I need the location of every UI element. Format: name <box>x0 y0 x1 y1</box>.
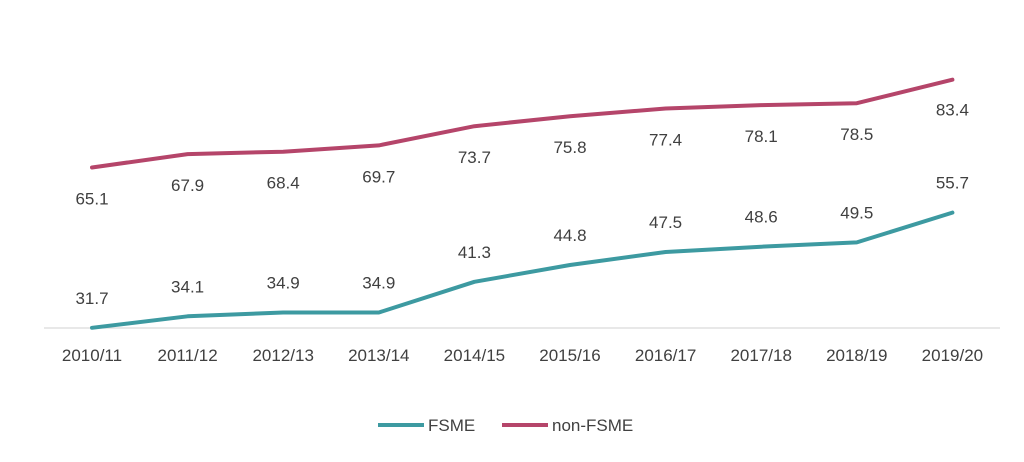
data-label-non-fsme: 67.9 <box>171 176 204 195</box>
series-layer <box>90 77 955 330</box>
data-label-non-fsme: 69.7 <box>362 167 395 186</box>
data-label-fsme: 34.9 <box>362 274 395 293</box>
x-tick-label: 2012/13 <box>252 346 313 365</box>
data-label-fsme: 31.7 <box>75 289 108 308</box>
legend-label-non-fsme: non-FSME <box>552 416 633 435</box>
data-label-non-fsme: 75.8 <box>553 138 586 157</box>
x-tick-label: 2018/19 <box>826 346 887 365</box>
legend-label-fsme: FSME <box>428 416 475 435</box>
x-tick-label: 2010/11 <box>62 346 122 365</box>
x-tick-label: 2015/16 <box>539 346 600 365</box>
x-tick-labels: 2010/11 2011/12 2012/13 2013/14 2014/15 2015/… <box>62 346 983 365</box>
legend: FSME non-FSME <box>378 416 633 435</box>
data-label-fsme: 48.6 <box>745 208 778 227</box>
data-label-layer: 31.7 34.1 34.9 34.9 41.3 44.8 47.5 48.6 49.5 55.7… <box>75 101 968 308</box>
series-line-fsme <box>90 210 955 330</box>
data-label-fsme: 47.5 <box>649 213 682 232</box>
data-label-non-fsme: 65.1 <box>75 190 108 209</box>
data-label-fsme: 41.3 <box>458 243 491 262</box>
data-label-fsme: 34.9 <box>267 274 300 293</box>
data-label-non-fsme: 77.4 <box>649 131 682 150</box>
data-label-non-fsme: 78.5 <box>840 125 873 144</box>
data-label-fsme: 55.7 <box>936 174 969 193</box>
x-tick-label: 2019/20 <box>922 346 983 365</box>
x-tick-label: 2011/12 <box>157 346 217 365</box>
x-tick-label: 2017/18 <box>730 346 791 365</box>
data-label-non-fsme: 73.7 <box>458 148 491 167</box>
data-label-non-fsme: 68.4 <box>267 174 300 193</box>
series-line-non-fsme <box>90 77 955 170</box>
x-tick-label: 2014/15 <box>444 346 505 365</box>
x-tick-label: 2016/17 <box>635 346 696 365</box>
data-label-fsme: 34.1 <box>171 277 204 296</box>
data-label-fsme: 44.8 <box>553 226 586 245</box>
x-tick-label: 2013/14 <box>348 346 409 365</box>
data-label-non-fsme: 83.4 <box>936 101 969 120</box>
data-label-non-fsme: 78.1 <box>745 127 778 146</box>
data-label-fsme: 49.5 <box>840 203 873 222</box>
